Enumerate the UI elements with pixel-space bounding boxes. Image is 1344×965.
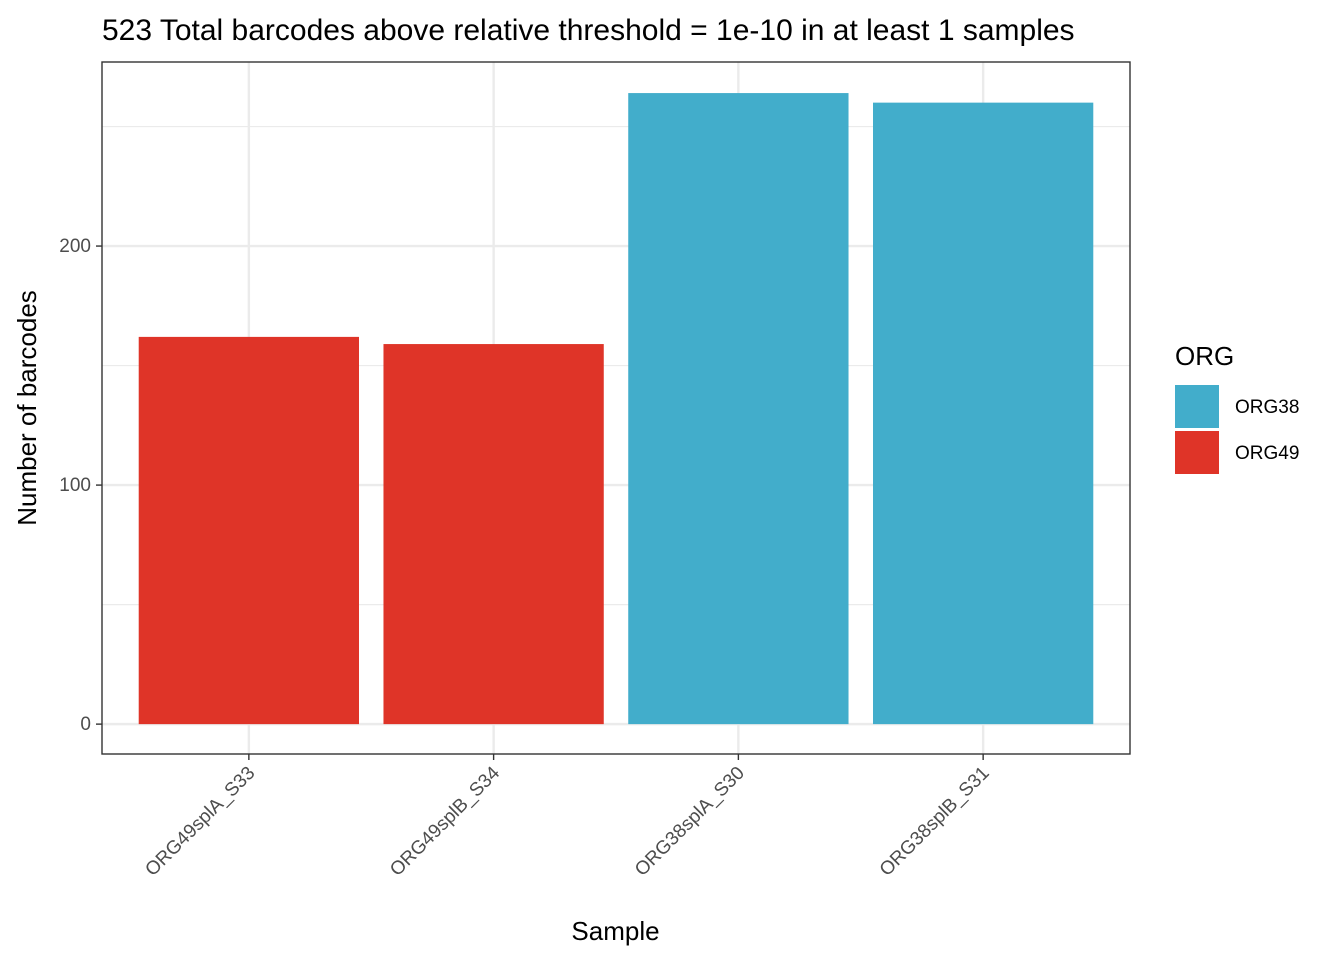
y-axis-label: Number of barcodes <box>12 290 42 526</box>
legend: ORG ORG38 ORG49 <box>1175 341 1299 474</box>
legend-label-ORG38: ORG38 <box>1235 397 1299 418</box>
y-axis: 0 100 200 <box>59 236 102 735</box>
legend-key-ORG49 <box>1175 431 1219 474</box>
plot-panel <box>101 61 1131 755</box>
y-tick-label: 200 <box>59 236 91 257</box>
x-tick-label: ORG49splA_S33 <box>141 763 259 881</box>
x-tick-label: ORG49splB_S34 <box>386 762 504 880</box>
x-axis-label: Sample <box>571 916 659 946</box>
panel-border <box>101 61 1131 755</box>
legend-title: ORG <box>1175 341 1234 371</box>
x-tick-label: ORG38splA_S30 <box>631 763 749 881</box>
bar-ORG38splB_S31 <box>873 102 1094 725</box>
x-tick-label: ORG38splB_S31 <box>876 763 994 881</box>
x-axis: ORG49splA_S33 ORG49splB_S34 ORG38splA_S30 O… <box>141 754 994 881</box>
bar-ORG49splA_S33 <box>138 336 359 725</box>
bar-ORG38splA_S30 <box>628 93 849 725</box>
bar-ORG49splB_S34 <box>383 344 604 725</box>
chart-title: 523 Total barcodes above relative thresh… <box>102 14 1075 47</box>
y-tick-label: 100 <box>59 475 91 496</box>
legend-label-ORG49: ORG49 <box>1235 443 1299 464</box>
y-tick-label: 0 <box>80 714 91 735</box>
legend-key-ORG38 <box>1175 385 1219 428</box>
